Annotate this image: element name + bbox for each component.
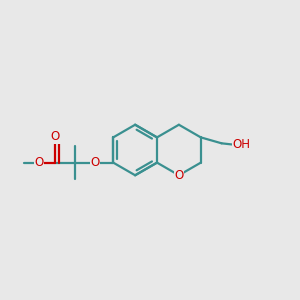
Text: O: O — [91, 156, 100, 169]
Text: O: O — [34, 156, 44, 169]
Text: O: O — [51, 130, 60, 143]
Text: O: O — [174, 169, 184, 182]
Text: OH: OH — [233, 138, 251, 151]
